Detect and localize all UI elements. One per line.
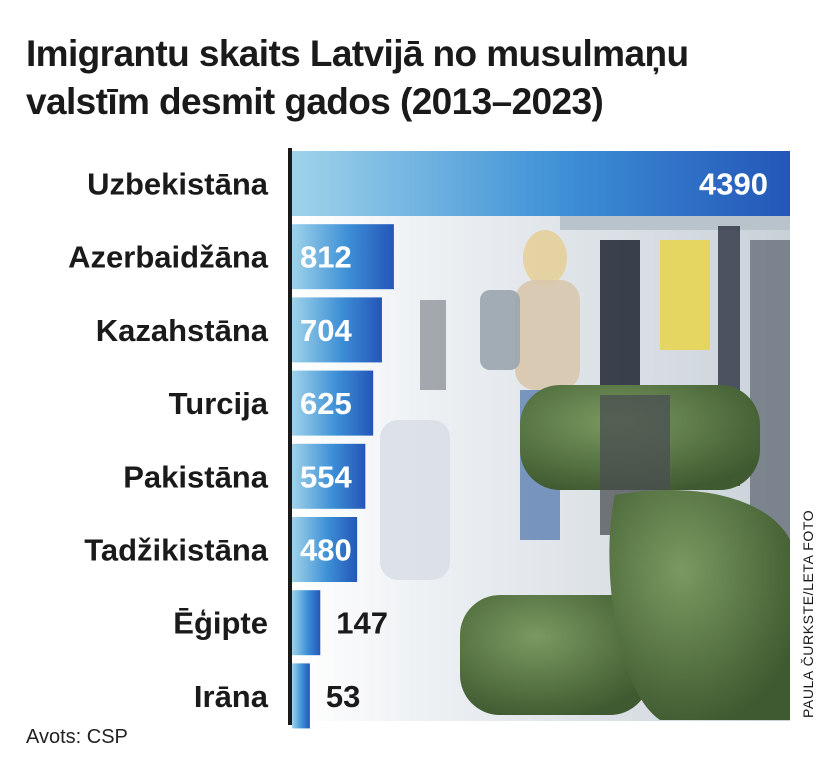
- value-label: 53: [326, 679, 360, 714]
- value-label: 147: [336, 606, 388, 641]
- bar-2: [292, 297, 382, 363]
- bar-1: [292, 224, 394, 290]
- value-label: 812: [300, 240, 352, 275]
- bar-7: [292, 663, 310, 729]
- bar-0: [292, 151, 790, 216]
- bar-5: [292, 517, 358, 582]
- category-label: Azerbaidžāna: [68, 240, 269, 275]
- value-label: 625: [300, 386, 352, 421]
- category-label: Kazahstāna: [96, 313, 269, 348]
- value-labels: 4390 812 704 625 554 480 147 53: [300, 167, 768, 714]
- value-label: 704: [300, 313, 352, 348]
- value-label: 480: [300, 533, 352, 568]
- category-label: Irāna: [194, 679, 269, 714]
- bar-6: [292, 590, 321, 656]
- category-label: Uzbekistāna: [87, 167, 269, 202]
- chart-title: Imigrantu skaits Latvijā no musulmaņu va…: [26, 33, 689, 122]
- value-label: 554: [300, 459, 352, 494]
- value-label: 4390: [699, 167, 768, 202]
- category-label: Tadžikistāna: [84, 533, 269, 568]
- category-label: Ēģipte: [173, 606, 268, 641]
- category-label: Turcija: [169, 386, 269, 421]
- photo-credit: PAULA ČURKSTE/LETA FOTO: [800, 509, 816, 718]
- bar-3: [292, 370, 374, 436]
- bars-group: [292, 151, 790, 729]
- source-note: Avots: CSP: [26, 726, 128, 748]
- category-labels: Uzbekistāna Azerbaidžāna Kazahstāna Turcija…: [68, 167, 269, 714]
- category-label: Pakistāna: [123, 459, 269, 494]
- bar-4: [292, 443, 366, 509]
- background-photo: [296, 216, 790, 721]
